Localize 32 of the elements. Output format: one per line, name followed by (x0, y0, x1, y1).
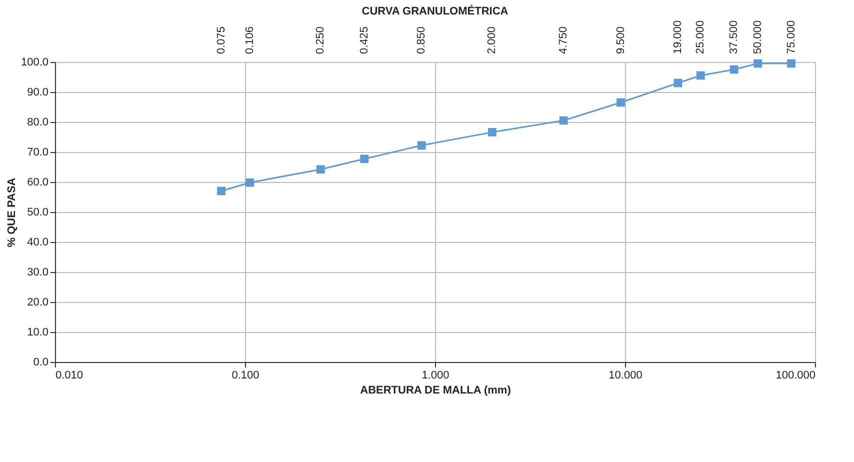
text: 4.750 (558, 26, 570, 54)
y-tick-label: 80.0 (27, 116, 48, 128)
x-tick-label: 0.100 (232, 370, 260, 382)
text: 2.000 (486, 26, 498, 54)
y-tick-label: 60.0 (27, 176, 48, 188)
y-axis-title: % QUE PASA (6, 178, 18, 248)
y-tick-label: 40.0 (27, 236, 48, 248)
x-axis-title: ABERTURA DE MALLA (mm) (360, 384, 512, 396)
chart-title: CURVA GRANULOMÉTRICA (362, 4, 508, 18)
text: 0.850 (416, 26, 428, 54)
text: 37.500 (728, 20, 740, 54)
y-tick-label: 70.0 (27, 146, 48, 158)
text: 50.000 (752, 20, 764, 54)
y-tick-label: 30.0 (27, 266, 48, 278)
text: 19.000 (672, 20, 684, 54)
y-tick-label: 100.0 (20, 56, 48, 68)
text: 0.250 (314, 26, 327, 54)
text: 0.075 (215, 26, 228, 54)
x-tick-label: 10.000 (608, 370, 642, 382)
text: 0.425 (358, 26, 370, 54)
y-tick-label: 10.0 (27, 326, 48, 338)
y-tick-label: 20.0 (27, 296, 48, 308)
x-tick-label: 100.000 (776, 370, 816, 382)
text: 0.106 (244, 26, 256, 54)
text: 75.000 (785, 20, 798, 54)
x-tick-label: 0.010 (56, 370, 84, 382)
y-tick-label: 90.0 (27, 86, 48, 98)
y-tick-label: 50.0 (27, 206, 48, 218)
y-tick-label: 0.0 (33, 356, 48, 368)
x-tick-label: 1.000 (422, 370, 450, 382)
text: 9.500 (614, 26, 627, 54)
text: 25.000 (694, 20, 707, 54)
